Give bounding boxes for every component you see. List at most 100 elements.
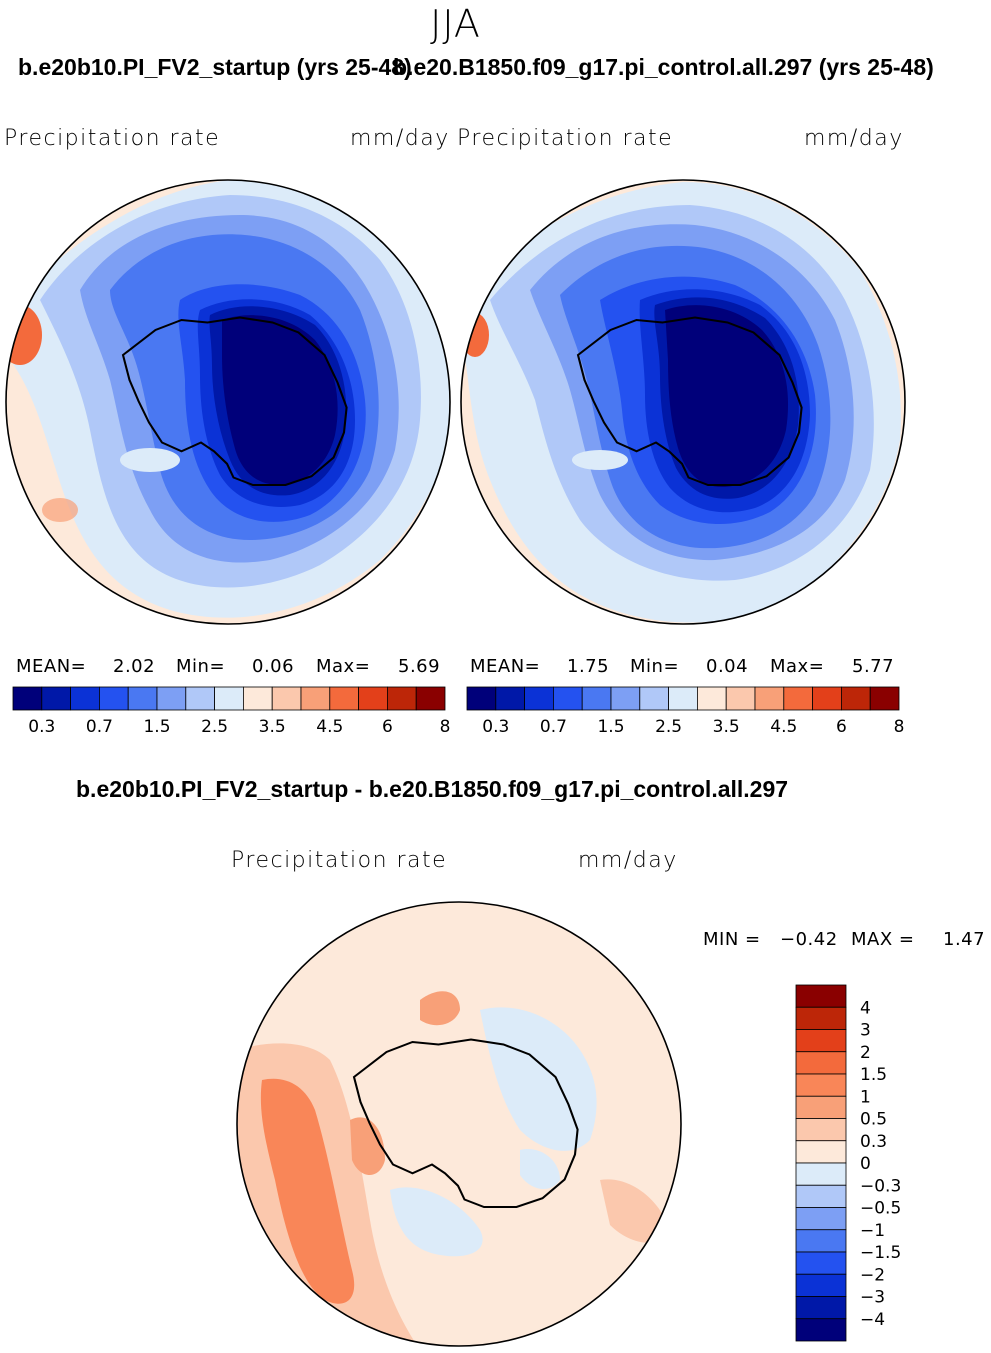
colorbar-right-swatch [869,686,900,711]
colorbar-right-swatch [754,686,785,711]
colorbar-left-swatch [415,686,446,711]
colorbar-left-swatch [127,686,158,711]
panel-left-min-label: Min= [176,656,226,677]
run-title-left: b.e20b10.PI_FV2_startup (yrs 25-48) [18,54,412,80]
diff-field: Precipitation rate [231,848,448,873]
colorbar-right-swatch [466,686,497,711]
panel-right-field: Precipitation rate [457,126,674,151]
colorbar-difference-tick-label: 1 [860,1087,871,1107]
map-difference-precipitation [237,902,681,1346]
colorbar-difference-tick-label: −0.5 [860,1199,901,1219]
colorbar-difference-swatch [795,1029,847,1053]
colorbar-difference-tick-label: 3 [860,1021,871,1041]
panel-left-max-label: Max= [316,656,371,677]
colorbar-right-swatch [725,686,756,711]
colorbar-left-swatch [300,686,331,711]
colorbar-difference-swatch [795,1318,847,1342]
colorbar-difference-swatch [795,984,847,1008]
colorbar-right-swatch [524,686,554,711]
colorbar-difference-tick-label: 0.5 [860,1110,887,1130]
diff-max-label: MAX = [851,929,915,950]
colorbar-difference-swatch [795,1118,847,1142]
colorbar-right-swatch [553,686,583,711]
colorbar-left-swatch [185,686,216,711]
colorbar-difference-tick-label: −1.5 [860,1243,901,1263]
panel-right-max-label: Max= [770,656,825,677]
panel-left-field: Precipitation rate [4,126,221,151]
colorbar-left: 0.3 0.7 1.5 2.5 3.5 4.5 6 8 [12,686,451,737]
colorbar-right-tick-label: 0.3 [482,717,509,737]
colorbar-left-tick-label: 0.7 [86,717,113,737]
colorbar-difference-tick-label: −1 [860,1221,885,1241]
panel-right-mean-label: MEAN= [470,656,541,677]
panel-right-min-label: Min= [630,656,680,677]
colorbar-difference: 4 321.51 0.50.30−0.3 −0.5−1−1.5−2 −3−4 [795,984,901,1342]
colorbar-difference-swatch [795,1273,847,1297]
colorbar-difference-swatch [795,1229,847,1253]
colorbar-difference-tick-label: −2 [860,1265,885,1285]
map-right-border [460,179,906,625]
diff-min-label: MIN = [703,929,761,950]
colorbar-right-swatch [783,686,813,711]
panel-left-units: mm/day [350,126,450,151]
colorbar-difference-swatch [795,1051,847,1075]
colorbar-right-swatch [610,686,641,711]
colorbar-right-swatch [668,686,698,711]
colorbar-left-swatch [271,686,302,711]
colorbar-left-swatch [329,686,359,711]
colorbar-difference-swatch [795,1162,847,1186]
colorbar-difference-swatch [795,1184,847,1208]
colorbar-right-swatch [581,686,612,711]
panel-left-min: 0.06 [252,656,295,677]
colorbar-right-swatch [495,686,525,711]
colorbar-right-swatch [812,686,842,711]
colorbar-left-swatch [156,686,187,711]
colorbar-left-swatch [214,686,244,711]
colorbar-right-swatch [697,686,727,711]
colorbar-difference-swatch [795,1251,847,1275]
colorbar-right-tick-label: 4.5 [770,717,797,737]
map-difference-border [236,901,682,1347]
colorbar-difference-swatch [795,1296,847,1320]
colorbar-difference-tick-label: −0.3 [860,1176,901,1196]
diff-min: −0.42 [780,929,838,950]
colorbar-difference-swatch [795,1207,847,1231]
colorbar-left-tick-label: 0.3 [28,717,55,737]
colorbar-left-swatch [41,686,71,711]
colorbar-difference-tick-label: 0 [860,1154,871,1174]
colorbar-left-tick-label: 6 [382,717,393,737]
panel-left-mean-label: MEAN= [16,656,87,677]
colorbar-difference-swatch [795,1073,847,1097]
panel-right-min: 0.04 [706,656,749,677]
difference-title: b.e20b10.PI_FV2_startup - b.e20.B1850.f0… [76,776,789,802]
colorbar-left-swatch [70,686,100,711]
colorbar-right-tick-label: 6 [836,717,847,737]
colorbar-left-swatch [12,686,43,711]
run-title-right: b.e20.B1850.f09_g17.pi_control.all.297 (… [393,54,934,80]
colorbar-difference-tick-label: 4 [860,998,871,1018]
map-left-border [5,179,451,625]
colorbar-difference-tick-label: 1.5 [860,1065,887,1085]
colorbar-left-tick-label: 8 [440,717,451,737]
map-right-precipitation [461,180,905,624]
panel-right-units: mm/day [804,126,904,151]
panel-left-mean: 2.02 [113,656,156,677]
colorbar-difference-tick-label: 0.3 [860,1132,887,1152]
diff-units: mm/day [578,848,678,873]
colorbar-left-tick-label: 1.5 [143,717,170,737]
colorbar-difference-tick-label: −3 [860,1288,885,1308]
colorbar-left-tick-label: 4.5 [316,717,343,737]
panel-left-max: 5.69 [398,656,441,677]
colorbar-right: 0.3 0.7 1.5 2.5 3.5 4.5 6 8 [466,686,905,737]
colorbar-difference-tick-label: −4 [860,1310,885,1330]
colorbar-left-swatch [386,686,417,711]
colorbar-difference-swatch [795,1006,847,1030]
diff-max: 1.47 [943,929,986,950]
colorbar-left-swatch [358,686,388,711]
colorbar-left-tick-label: 2.5 [201,717,228,737]
panel-right-mean: 1.75 [567,656,610,677]
colorbar-left-swatch [242,686,273,711]
colorbar-right-tick-label: 2.5 [655,717,682,737]
colorbar-right-tick-label: 8 [894,717,905,737]
